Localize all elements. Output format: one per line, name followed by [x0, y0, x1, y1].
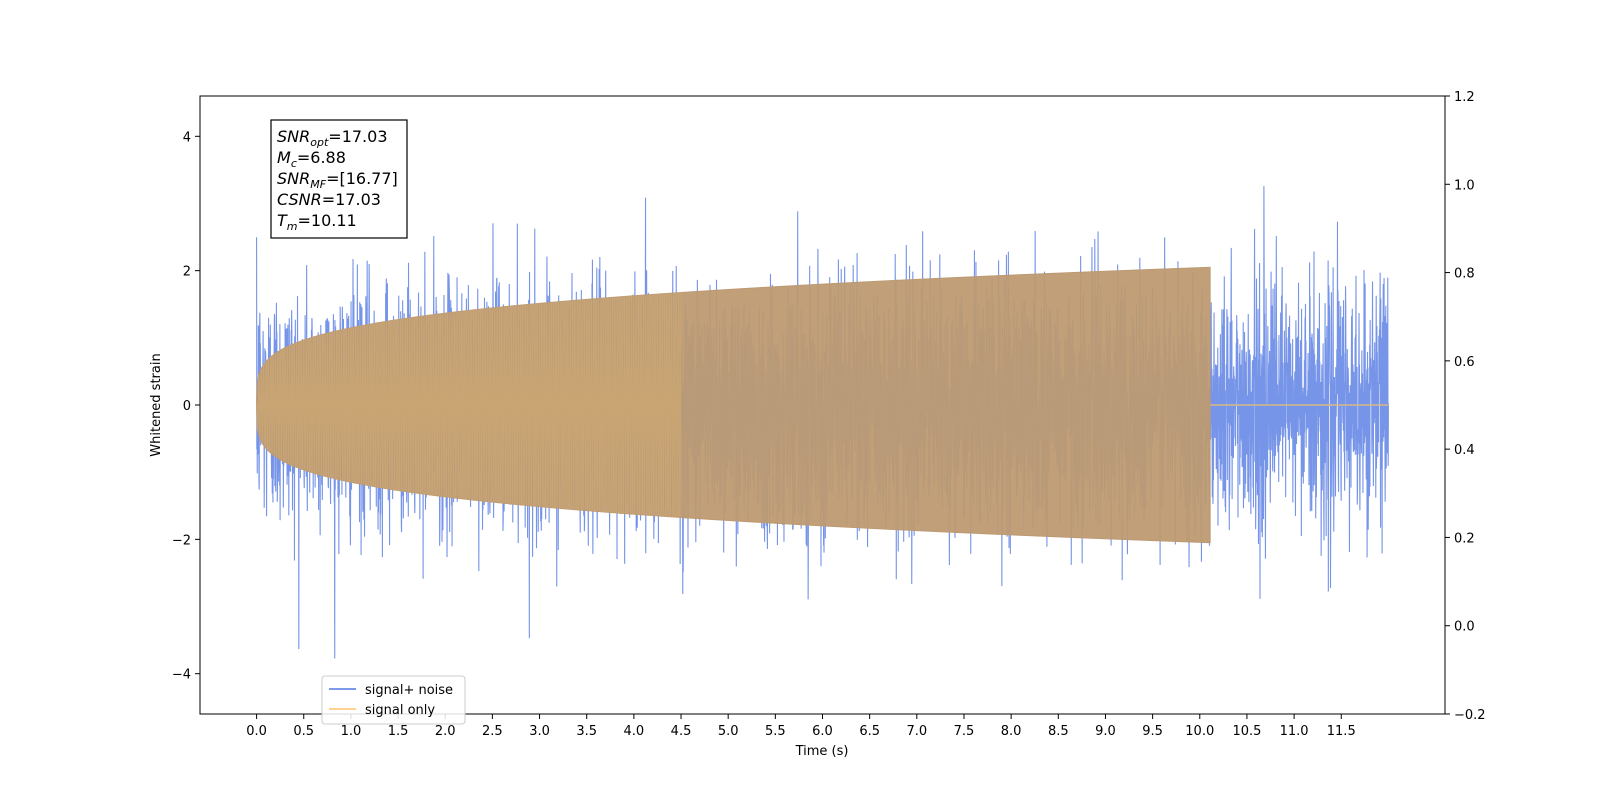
annotation-symbol: SNR	[277, 127, 310, 146]
annotation-symbol: M	[277, 148, 291, 167]
annotation-line: SNRMF=[16.77]	[277, 169, 398, 191]
series-signal-only-oscillation	[255, 292, 682, 518]
annotation-symbol: T	[277, 211, 288, 230]
x-tick-label: 5.5	[765, 724, 786, 739]
x-tick-label: 2.0	[435, 724, 456, 739]
x-axis-label: Time (s)	[795, 744, 849, 759]
legend-label-signal-only: signal only	[365, 703, 435, 718]
y2-axis: −0.2 0.0 0.2 0.4 0.6 0.8 1.0 1.2	[1445, 90, 1486, 723]
annotation-value: =[16.77]	[326, 169, 398, 188]
annotation-symbol: SNR	[277, 169, 310, 188]
x-tick-label: 10.5	[1232, 724, 1261, 739]
annotation-subscript: MF	[310, 178, 326, 191]
annotation-subscript: c	[291, 157, 297, 170]
x-tick-label: 5.0	[718, 724, 739, 739]
x-tick-label: 3.5	[576, 724, 597, 739]
y2-tick-label: −0.2	[1454, 708, 1486, 723]
legend-frame	[321, 675, 466, 725]
annotation-value: =10.11	[298, 211, 357, 230]
y-axis: −4 −2 0 2 4	[172, 130, 200, 683]
annotation-value: =17.03	[322, 190, 381, 209]
annotation-symbol: CSNR	[277, 190, 322, 209]
y-tick-label: 4	[183, 130, 191, 145]
annotation-box: SNRopt=17.03Mc=6.88SNRMF=[16.77]CSNR=17.…	[270, 119, 408, 239]
x-tick-label: 1.5	[388, 724, 409, 739]
annotation-line: Tm=10.11	[277, 211, 357, 233]
annotation-value: =17.03	[328, 127, 387, 146]
x-tick-label: 6.0	[812, 724, 833, 739]
x-tick-label: 8.0	[1001, 724, 1022, 739]
y2-tick-label: 1.0	[1454, 178, 1475, 193]
x-tick-label: 4.0	[624, 724, 645, 739]
y-tick-label: 0	[183, 399, 191, 414]
annotation-subscript: m	[287, 220, 298, 233]
y-tick-label: −2	[172, 533, 191, 548]
x-tick-label: 2.5	[482, 724, 503, 739]
annotation-frame	[270, 119, 408, 239]
x-tick-label: 11.5	[1327, 724, 1356, 739]
x-tick-label: 11.0	[1280, 724, 1309, 739]
x-tick-label: 3.0	[529, 724, 550, 739]
y-axis-label: Whitened strain	[149, 353, 164, 456]
x-tick-label: 0.0	[246, 724, 267, 739]
legend-label-signal-noise: signal+ noise	[365, 683, 453, 698]
legend: signal+ noise signal only	[321, 675, 466, 725]
annotation-line: CSNR=17.03	[277, 190, 381, 209]
annotation-line: Mc=6.88	[277, 148, 346, 170]
x-axis: 0.0 0.5 1.0 1.5 2.0 2.5 3.0 3.5 4.0 4.5 5.0 5.5 6.0 6…	[246, 714, 1356, 739]
y2-tick-label: 0.8	[1454, 267, 1475, 282]
annotation-line: SNRopt=17.03	[277, 127, 388, 149]
x-tick-label: 4.5	[671, 724, 692, 739]
x-tick-label: 7.5	[954, 724, 975, 739]
y2-tick-label: 0.0	[1454, 620, 1475, 635]
x-tick-label: 6.5	[859, 724, 880, 739]
x-tick-label: 7.0	[906, 724, 927, 739]
y2-tick-label: 0.4	[1454, 443, 1475, 458]
y2-tick-label: 0.6	[1454, 355, 1475, 370]
y2-tick-label: 0.2	[1454, 531, 1475, 546]
x-tick-label: 10.0	[1185, 724, 1214, 739]
x-tick-label: 9.5	[1142, 724, 1163, 739]
y-tick-label: −4	[172, 668, 191, 683]
x-tick-label: 8.5	[1048, 724, 1069, 739]
y-tick-label: 2	[183, 265, 191, 280]
x-tick-label: 0.5	[293, 724, 314, 739]
plot-layer	[255, 186, 1389, 659]
x-tick-label: 1.0	[341, 724, 362, 739]
annotation-subscript: opt	[310, 136, 329, 149]
x-tick-label: 9.0	[1095, 724, 1116, 739]
y2-tick-label: 1.2	[1454, 90, 1475, 105]
annotation-value: =6.88	[297, 148, 346, 167]
